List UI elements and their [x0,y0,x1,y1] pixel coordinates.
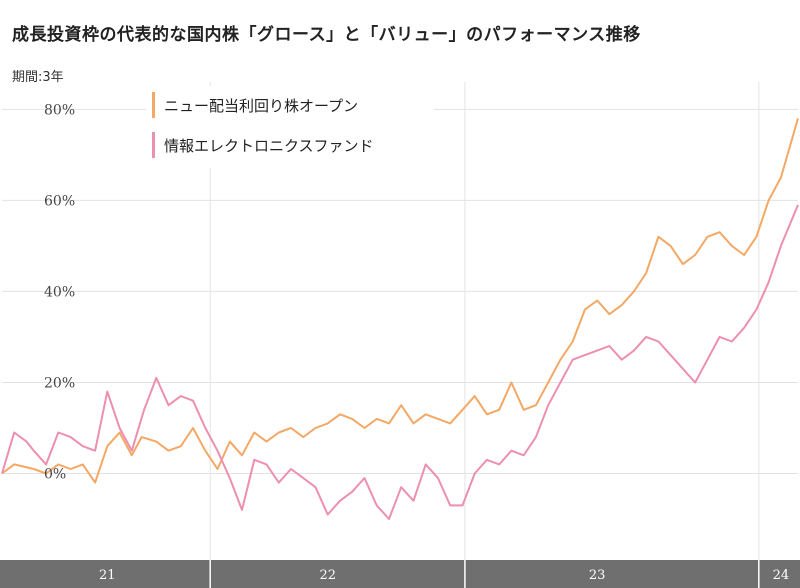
x-tick-label: 24 [773,568,790,583]
series-lines [1,118,799,520]
y-tick-label: 20% [44,375,75,391]
y-axis-tick-labels: 0% 20% 40% 60% 80% [44,102,75,482]
x-tick-label: 21 [99,568,116,583]
chart-title: 成長投資枠の代表的な国内株「グロース」と「バリュー」のパフォーマンス推移 [12,25,641,45]
x-axis-band-bg [0,560,800,588]
legend-entry: 情報エレクトロニクスファンド [164,137,374,155]
legend-swatch [152,132,155,158]
legend-swatch [152,92,155,118]
series-line [1,204,799,520]
series-line [1,118,799,484]
y-tick-label: 0% [44,467,66,483]
legend-entry: ニュー配当利回り株オープン [164,97,358,115]
y-tick-label: 40% [44,284,75,300]
x-tick-label: 22 [319,568,336,583]
x-tick-label: 23 [589,568,606,583]
x-axis-band: 21 22 23 24 [0,560,800,588]
legend-box [146,86,434,168]
period-label: 期間:3年 [12,70,64,85]
y-tick-label: 60% [44,193,75,209]
y-tick-label: 80% [44,102,75,118]
